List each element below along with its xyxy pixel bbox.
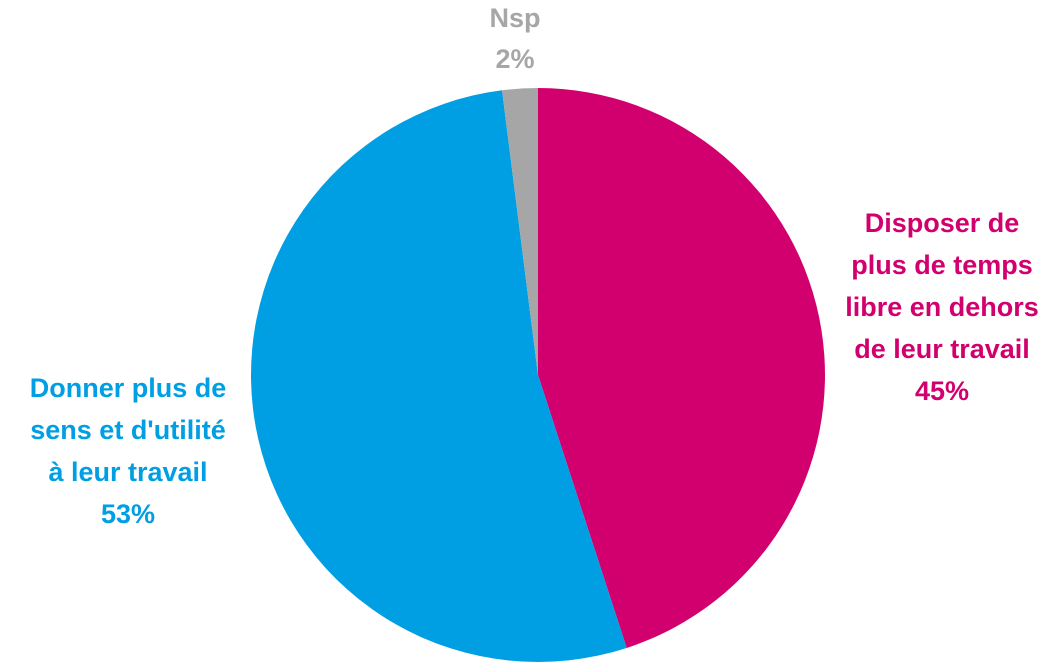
slice-name-line-1-1: sens et d'utilité: [30, 415, 225, 445]
slice-value-label-0: 45%: [915, 376, 969, 406]
slice-name-line-0-2: libre en dehors: [845, 292, 1039, 322]
slice-label-1: Donner plus de sens et d'utilité à leur tr…: [30, 373, 227, 529]
slice-value-label-2: 2%: [495, 44, 534, 74]
pie-slice-2: [502, 88, 538, 375]
slice-label-0: Disposer de plus de temps libre en dehors d…: [845, 208, 1039, 406]
slice-name-line-0-1: plus de temps: [851, 250, 1033, 280]
slice-name-line-2-0: Nsp: [489, 3, 540, 33]
slice-name-line-1-0: Donner plus de: [30, 373, 227, 403]
pie-labels: Disposer de plus de temps libre en dehors d…: [30, 3, 1039, 529]
slice-label-2: Nsp 2%: [489, 3, 540, 74]
pie-slices: [251, 88, 825, 662]
pie-slice-1: [251, 90, 627, 662]
slice-value-label-1: 53%: [101, 499, 155, 529]
slice-name-line-1-2: à leur travail: [48, 457, 207, 487]
slice-name-line-0-3: de leur travail: [854, 334, 1030, 364]
slice-name-line-0-0: Disposer de: [865, 208, 1020, 238]
pie-slice-0: [538, 88, 825, 648]
